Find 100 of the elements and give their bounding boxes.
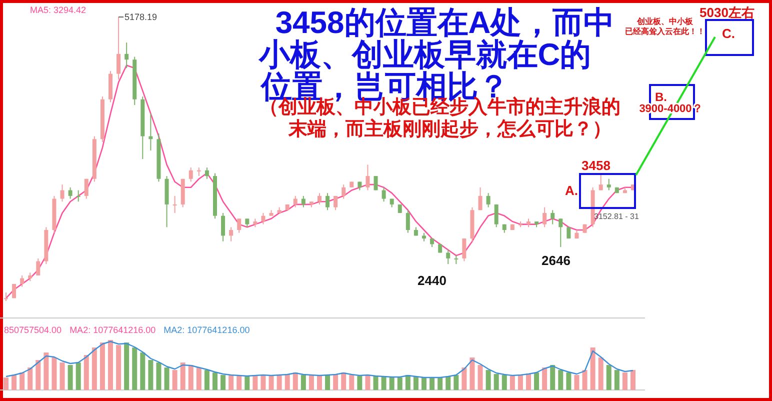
bar — [518, 375, 523, 390]
bar — [116, 345, 122, 390]
text: C. — [722, 26, 735, 41]
candlestick — [188, 167, 193, 182]
bar — [164, 368, 170, 390]
bar — [204, 370, 210, 390]
bar — [494, 374, 499, 390]
candlestick — [124, 42, 129, 69]
bar — [28, 368, 33, 390]
bar — [300, 375, 306, 390]
candlestick — [293, 195, 298, 208]
bar — [180, 362, 186, 390]
annotation: 创业板、中小板 — [636, 17, 694, 26]
bar — [630, 370, 636, 390]
candlestick — [542, 206, 547, 228]
bar — [438, 378, 443, 390]
candlestick — [221, 212, 226, 242]
bar — [317, 376, 322, 390]
bar — [542, 368, 548, 390]
bar — [212, 372, 218, 390]
bar — [478, 365, 483, 390]
bar — [68, 365, 73, 390]
annotation: 已经高耸入云在此！！ — [625, 26, 705, 36]
bar — [148, 360, 154, 390]
text: MA2: 1077641216.00 — [164, 325, 250, 335]
bar — [333, 374, 338, 390]
bar — [268, 376, 274, 390]
bar — [100, 342, 105, 390]
bar — [36, 360, 41, 390]
candlestick — [326, 192, 330, 211]
text: B. — [655, 90, 667, 104]
bar — [196, 368, 202, 390]
text: MA2: 1077641216.00 — [70, 325, 156, 335]
bar — [228, 375, 234, 390]
candlestick — [342, 184, 346, 200]
candlestick — [60, 184, 64, 202]
bar — [292, 372, 298, 390]
bar — [357, 376, 362, 390]
bar — [92, 348, 97, 390]
bar — [582, 370, 588, 390]
bar — [341, 372, 346, 390]
annotation: 2646 — [542, 253, 570, 268]
bar — [20, 372, 25, 390]
annotation: 5178.19 — [124, 12, 158, 22]
candlestick — [486, 192, 490, 208]
bar — [4, 378, 8, 390]
bar — [558, 370, 564, 390]
annotation: 2440 — [418, 273, 446, 288]
bar — [325, 375, 330, 390]
bar — [172, 370, 178, 390]
bar — [108, 340, 113, 390]
bar — [349, 375, 354, 390]
bar — [244, 376, 250, 390]
bar — [76, 362, 81, 390]
bar — [446, 376, 451, 390]
candlestick — [237, 218, 242, 234]
candlestick — [229, 226, 234, 242]
bar — [284, 374, 290, 390]
candlestick — [172, 195, 177, 214]
bar — [606, 365, 612, 390]
bar — [156, 362, 162, 390]
bar — [188, 365, 194, 390]
candlestick — [478, 186, 482, 211]
candlestick — [462, 238, 466, 262]
bar — [502, 375, 507, 390]
bar — [276, 375, 282, 390]
candlestick — [76, 190, 80, 202]
bar — [140, 352, 146, 390]
text: MA5: 3294.42 — [30, 5, 86, 15]
candlestick — [204, 167, 209, 180]
text: 850757504.00 — [4, 325, 62, 335]
bar — [462, 368, 467, 390]
bar — [373, 376, 378, 390]
candlestick — [606, 178, 611, 191]
bar — [413, 376, 418, 390]
candlestick — [382, 186, 386, 202]
bar — [470, 358, 475, 390]
candlestick — [374, 176, 378, 191]
bar — [60, 362, 65, 390]
bar — [422, 378, 426, 390]
candlestick — [558, 218, 563, 248]
candlestick — [318, 192, 322, 205]
candlestick — [550, 210, 555, 225]
bar — [510, 376, 515, 390]
bar — [389, 378, 394, 390]
candlestick — [494, 204, 498, 228]
candlestick — [301, 195, 306, 208]
bar — [534, 372, 540, 390]
annotation: 3458 — [582, 158, 610, 173]
annotation: A. — [565, 183, 578, 198]
candlestick — [20, 274, 24, 288]
bar — [574, 375, 580, 390]
bar — [381, 376, 386, 390]
bar — [236, 376, 242, 390]
bar — [252, 375, 258, 390]
bar — [84, 355, 89, 390]
candlestick — [334, 195, 338, 211]
candlestick — [366, 164, 370, 191]
bar — [405, 375, 410, 390]
bar — [44, 352, 49, 390]
